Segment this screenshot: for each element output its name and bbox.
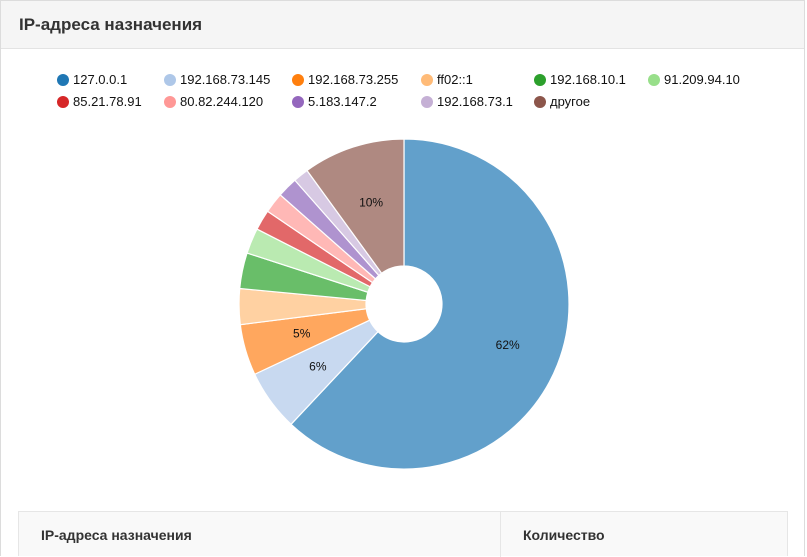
column-divider [500, 512, 501, 557]
legend-swatch [57, 74, 69, 86]
legend-swatch [292, 74, 304, 86]
legend-item[interactable]: 91.209.94.10 [648, 72, 740, 88]
legend-item[interactable]: 85.21.78.91 [57, 94, 142, 110]
legend-item[interactable]: 5.183.147.2 [292, 94, 377, 110]
legend-label: 192.168.10.1 [550, 72, 626, 87]
legend-item[interactable]: 192.168.10.1 [534, 72, 626, 88]
table-header: IP-адреса назначения Количество [18, 511, 788, 557]
data-label: 62% [496, 338, 520, 352]
legend-item[interactable]: ff02::1 [421, 72, 473, 88]
legend-label: 80.82.244.120 [180, 94, 264, 109]
legend-swatch [534, 74, 546, 86]
legend-item[interactable]: 127.0.0.1 [57, 72, 127, 88]
legend-swatch [57, 96, 69, 108]
column-header-ip[interactable]: IP-адреса назначения [41, 527, 192, 543]
legend-swatch [648, 74, 660, 86]
legend-label: 192.168.73.255 [308, 72, 399, 87]
data-label: 10% [359, 196, 383, 210]
legend-label: 192.168.73.1 [437, 94, 513, 109]
column-header-count[interactable]: Количество [523, 527, 605, 543]
pie-slice[interactable] [290, 138, 570, 470]
legend-swatch [421, 74, 433, 86]
legend-item[interactable]: 80.82.244.120 [164, 94, 263, 110]
legend-label: 192.168.73.145 [180, 72, 271, 87]
legend-item[interactable]: другое [534, 94, 590, 110]
legend-label: ff02::1 [437, 72, 473, 87]
panel-header: IP-адреса назначения [1, 1, 804, 49]
legend-item[interactable]: 192.168.73.255 [292, 72, 398, 88]
pie-slice[interactable] [306, 138, 405, 275]
legend-item[interactable]: 192.168.73.1 [421, 94, 513, 110]
data-label: 6% [309, 360, 327, 374]
legend-label: 127.0.0.1 [73, 72, 128, 87]
data-label: 5% [293, 327, 311, 341]
legend-label: 91.209.94.10 [664, 72, 740, 87]
legend-swatch [421, 96, 433, 108]
legend-swatch [164, 74, 176, 86]
panel-title: IP-адреса назначения [19, 15, 203, 34]
legend-swatch [292, 96, 304, 108]
legend-item[interactable]: 192.168.73.145 [164, 72, 270, 88]
legend-swatch [164, 96, 176, 108]
legend-swatch [534, 96, 546, 108]
legend-label: 85.21.78.91 [73, 94, 142, 109]
legend-label: 5.183.147.2 [308, 94, 377, 109]
legend-label: другое [550, 94, 591, 109]
